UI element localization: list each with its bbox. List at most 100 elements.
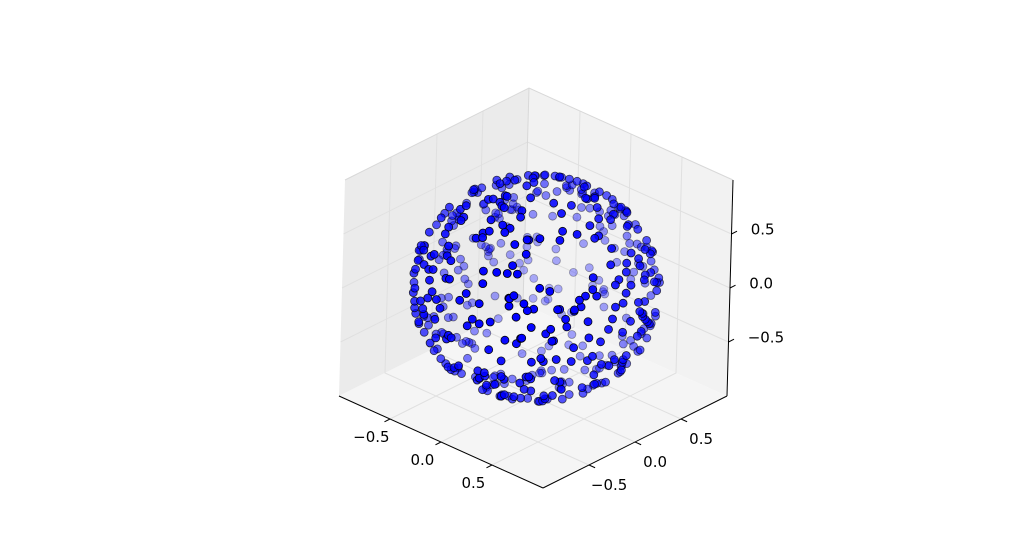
scatter-point (549, 198, 559, 208)
scatter-point (490, 291, 500, 301)
scatter-point (572, 229, 582, 239)
scatter-point (519, 299, 529, 309)
y-tick-label: 0.0 (643, 453, 667, 471)
z-tick-label: 0.5 (751, 220, 775, 238)
scatter-point (572, 212, 582, 222)
scatter-point (634, 297, 643, 307)
scatter-point (500, 228, 510, 237)
scatter-point (537, 368, 547, 378)
scatter-point (425, 275, 434, 285)
scatter-point (621, 351, 631, 360)
scatter-point (604, 324, 613, 334)
scatter-point (622, 208, 632, 218)
scatter-point (418, 304, 428, 314)
scatter-point (474, 319, 484, 329)
scatter-point (484, 226, 494, 236)
pane-back-edge (522, 87, 530, 305)
scatter-point (550, 376, 559, 385)
scatter-point (464, 337, 474, 347)
y-tick-mark (680, 418, 688, 423)
scatter-point (483, 251, 493, 261)
scatter-point (572, 176, 582, 186)
scatter-point (496, 356, 506, 366)
scatter-point (558, 226, 567, 236)
scatter-point (516, 212, 525, 222)
scatter-point (625, 238, 634, 248)
scatter-point (461, 201, 471, 211)
scatter-point (482, 328, 492, 338)
scatter-point (519, 384, 529, 394)
scatter-point (609, 199, 619, 209)
scatter-point (557, 394, 567, 404)
scatter-point (600, 289, 610, 299)
scatter-point (590, 193, 600, 203)
scatter-point (486, 243, 495, 253)
scatter-point (547, 336, 557, 346)
scatter-point (436, 354, 446, 364)
scatter-point (481, 242, 491, 252)
scatter-point (430, 314, 440, 324)
scatter-point (419, 245, 429, 255)
scatter-point (526, 193, 535, 203)
scatter-point (470, 326, 479, 336)
scatter-point (618, 327, 627, 337)
scatter-point (527, 357, 536, 367)
scatter-point (435, 303, 445, 313)
scatter-point (424, 320, 433, 330)
scatter-point (539, 391, 549, 401)
scatter-point (521, 249, 531, 259)
scatter-point (635, 307, 645, 316)
scatter-point (575, 351, 585, 361)
scatter-point (436, 213, 446, 223)
scatter-point (493, 314, 503, 324)
scatter-point (495, 179, 505, 189)
scatter-point (536, 366, 546, 376)
scatter-point (532, 188, 541, 197)
scatter-point (535, 283, 545, 293)
scatter-point (565, 174, 574, 184)
scatter-point (504, 301, 514, 311)
scatter-point (621, 267, 631, 277)
scatter-point (611, 280, 620, 290)
scatter-point (428, 265, 438, 274)
scatter-point (588, 351, 597, 361)
scatter-point (492, 267, 502, 277)
axis-lines (338, 179, 738, 489)
scatter-point (564, 390, 574, 399)
x-tick-mark (384, 418, 391, 423)
scatter-point (489, 257, 499, 267)
scatter-point (510, 240, 520, 249)
scatter-point (457, 339, 467, 348)
scatter-point (478, 266, 488, 276)
scatter-point (611, 302, 620, 312)
y-tick-label: −0.5 (591, 476, 627, 494)
scatter-point (431, 333, 441, 343)
scatter-point (413, 255, 423, 265)
scatter-point (535, 234, 545, 244)
scatter-point (528, 293, 538, 303)
grid-line-y (384, 156, 590, 466)
scatter-point (555, 172, 565, 182)
scatter-point (454, 361, 464, 371)
scatter-point (536, 354, 546, 363)
scatter-point (601, 377, 610, 387)
scatter-point (590, 233, 600, 243)
scatter-point (507, 205, 517, 215)
tick-labels: −0.5 0.0 0.5 −0.5 0.0 0.5 −0.5 0.0 0.5 (353, 220, 784, 494)
scatter-point (455, 295, 465, 305)
y-tick-mark (588, 464, 596, 469)
z-tick-label: −0.5 (748, 328, 784, 346)
scatter-point (490, 379, 500, 389)
scatter-point (547, 365, 556, 375)
scatter-point (607, 244, 616, 253)
scatter-point (478, 233, 488, 243)
scatter-point (456, 254, 465, 264)
scatter-point (621, 288, 631, 298)
scatter-point (537, 346, 546, 356)
scatter-point (622, 258, 632, 268)
scatter-point (552, 187, 562, 196)
scatter-point (578, 341, 588, 351)
scatter-point (486, 215, 496, 225)
scatter-point (484, 345, 494, 355)
